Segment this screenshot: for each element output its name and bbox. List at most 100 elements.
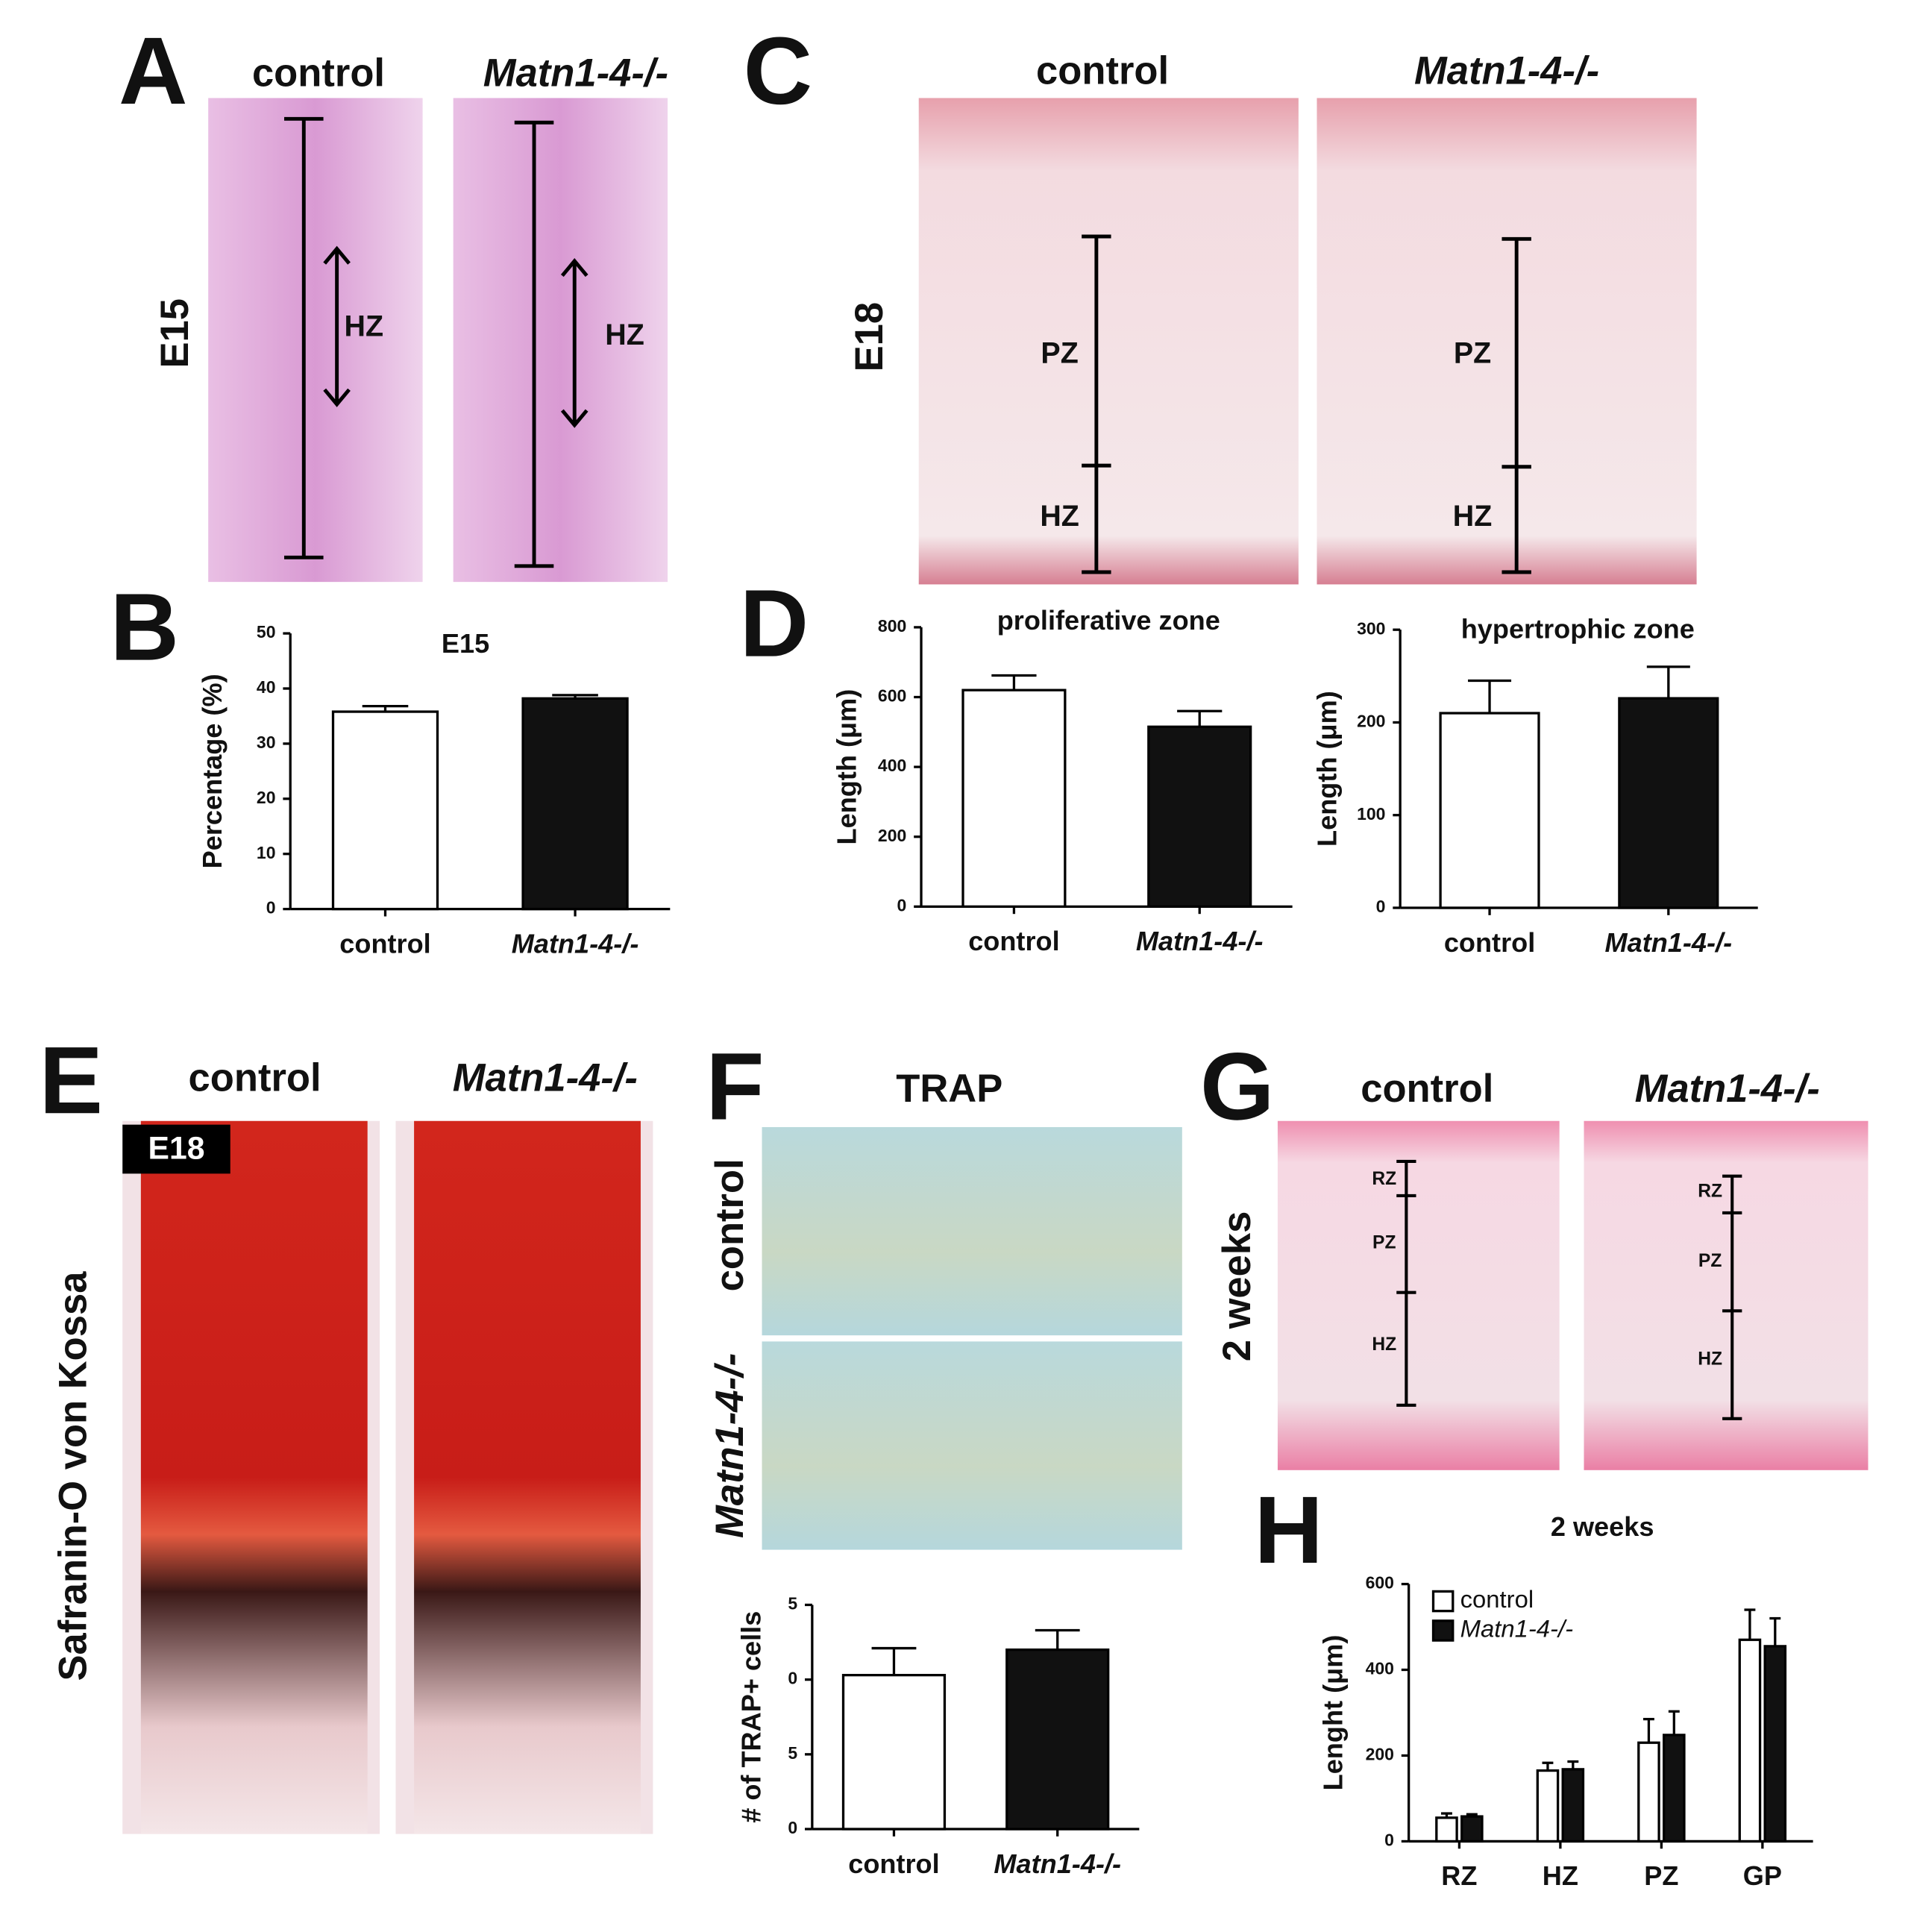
y-tick-label: 200 (1357, 712, 1385, 731)
row-label: Matn1-4-/- (708, 1353, 752, 1538)
row-label: Safranin-O von Kossa (51, 1271, 95, 1681)
micrograph (762, 1341, 1182, 1550)
micrograph (208, 98, 423, 583)
chart-title: proliferative zone (997, 605, 1220, 636)
x-tick-label: GP (1743, 1860, 1782, 1891)
chart-title: 2 weeks (1551, 1511, 1654, 1542)
x-tick-label: control (339, 928, 430, 959)
micrograph (1317, 98, 1697, 585)
panel-c: C control Matn1-4-/- E18 PZ HZ PZ HZ (744, 18, 1697, 585)
y-tick-label: 0 (1376, 897, 1386, 916)
bar (1663, 1734, 1686, 1843)
column-label: control (189, 1056, 321, 1100)
micrograph (918, 98, 1299, 585)
y-tick-label: 5 (788, 1594, 797, 1613)
bar (521, 697, 629, 911)
column-label: control (1036, 48, 1169, 92)
y-tick-label: 50 (257, 622, 276, 642)
bar (1561, 1768, 1585, 1843)
measure-bars (284, 116, 589, 568)
column-label: control (1361, 1067, 1493, 1111)
tag-box (122, 1124, 230, 1174)
zone-label: HZ (344, 310, 383, 343)
bar (1439, 712, 1540, 909)
bar (1763, 1645, 1787, 1843)
bar (841, 1673, 947, 1831)
x-tick-label: Matn1-4-/- (1136, 926, 1264, 956)
micrograph-tissue (414, 1120, 641, 1834)
x-tick-label: RZ (1441, 1860, 1477, 1891)
zone-label: HZ (605, 319, 644, 351)
y-tick-label: 30 (257, 733, 276, 752)
micrograph (453, 98, 668, 583)
panel-letter: E (40, 1027, 103, 1134)
panel-letter: A (119, 18, 188, 125)
y-axis-label: Length (μm) (832, 689, 862, 845)
bar (961, 689, 1067, 908)
bar (1005, 1648, 1110, 1831)
y-tick-label: 0 (788, 1818, 797, 1837)
bar (1460, 1815, 1484, 1843)
x-tick-label: Matn1-4-/- (512, 928, 639, 959)
y-axis-label: Lenght (μm) (1318, 1635, 1349, 1791)
y-tick-label: 0 (266, 898, 276, 918)
y-axis-label: Percentage (%) (197, 674, 228, 868)
x-tick-label: HZ (1543, 1860, 1578, 1891)
measure-bars (1082, 234, 1531, 574)
x-tick-label: control (968, 926, 1059, 956)
panel-letter: F (706, 1033, 764, 1140)
y-tick-label: 400 (878, 756, 906, 775)
row-label: E18 (847, 302, 891, 371)
panel-g: G control Matn1-4-/- 2 weeks RZ PZ HZ RZ… (1200, 1033, 1868, 1470)
measure-bars (1396, 1159, 1742, 1420)
y-tick-label: 400 (1366, 1659, 1394, 1678)
zone-label: PZ (1698, 1251, 1722, 1271)
bar (1618, 697, 1719, 909)
zone-label: RZ (1698, 1182, 1722, 1202)
panel-a: A control Matn1-4-/- E15 HZ HZ (119, 18, 668, 583)
row-label: control (708, 1158, 752, 1291)
panel-f: F TRAP control Matn1-4-/- (706, 1033, 1182, 1550)
row-label: 2 weeks (1215, 1211, 1259, 1362)
x-tick-label: Matn1-4-/- (994, 1848, 1121, 1879)
panel-letter: H (1254, 1477, 1323, 1584)
x-tick-label: Matn1-4-/- (1605, 927, 1733, 958)
panel-letter: B (110, 574, 180, 681)
y-axis-label: Length (μm) (1311, 691, 1342, 847)
zone-label: PZ (1454, 337, 1491, 370)
column-label: Matn1-4-/- (453, 1056, 638, 1100)
y-tick-label: 5 (788, 1743, 797, 1763)
panel-e: E control Matn1-4-/- Safranin-O von Koss… (40, 1027, 653, 1834)
y-tick-label: 20 (257, 788, 276, 807)
y-tick-label: 600 (1366, 1573, 1394, 1593)
y-tick-label: 0 (897, 895, 907, 915)
y-tick-label: 200 (1366, 1745, 1394, 1764)
micrograph (762, 1126, 1182, 1336)
column-label: control (252, 51, 385, 95)
chart-title: hypertrophic zone (1461, 613, 1695, 644)
panel-letter: D (740, 571, 809, 677)
micrograph (1584, 1120, 1868, 1470)
legend-swatch (1431, 1590, 1455, 1613)
column-label: TRAP (896, 1067, 1002, 1111)
legend-label: Matn1-4-/- (1460, 1615, 1573, 1643)
bar (1536, 1769, 1560, 1843)
row-label: E15 (153, 298, 197, 368)
x-tick-label: control (848, 1848, 939, 1879)
y-tick-label: 10 (257, 843, 276, 862)
bar (1147, 725, 1252, 908)
x-tick-label: control (1444, 927, 1535, 958)
zone-label: HZ (1372, 1334, 1396, 1355)
panel-letter: C (744, 18, 813, 125)
y-tick-label: 0 (1384, 1831, 1394, 1850)
zone-label: PZ (1041, 337, 1078, 370)
zone-label: HZ (1453, 500, 1493, 533)
x-tick-label: PZ (1644, 1860, 1678, 1891)
y-tick-label: 40 (257, 677, 276, 697)
zone-label: RZ (1372, 1169, 1396, 1189)
bar (1738, 1638, 1762, 1843)
y-tick-label: 0 (788, 1669, 797, 1688)
zone-label: HZ (1698, 1349, 1722, 1370)
bar (331, 710, 439, 911)
